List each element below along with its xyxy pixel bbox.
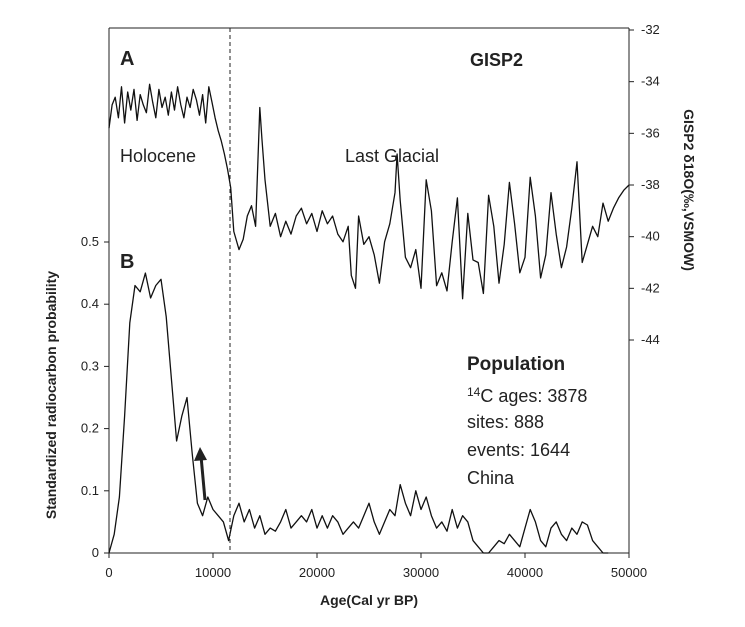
panel-a-label: A [120,48,134,70]
left-tick-label: 0.5 [81,234,99,249]
x-tick-label: 30000 [403,565,439,580]
gisp2-title: GISP2 [470,50,523,70]
left-y-axis-ticks: 0 0.1 0.2 0.3 0.4 0.5 [81,234,109,560]
gisp2-d18o-line [108,83,630,300]
x-axis-title: Age(Cal yr BP) [320,592,418,608]
series-lines [108,83,630,554]
x-tick-label: 50000 [611,565,647,580]
left-tick-label: 0 [92,545,99,560]
right-tick-label: -44 [641,332,660,347]
population-region: China [467,468,515,488]
population-c14-ages: 14C ages: 3878 [467,385,587,406]
left-tick-label: 0.4 [81,296,99,311]
left-y-axis-title: Standardized radiocarbon probability [43,271,59,519]
population-sites: sites: 888 [467,412,544,432]
right-tick-label: -32 [641,22,660,37]
x-axis-ticks: 0 10000 20000 30000 40000 50000 [105,553,647,580]
holocene-label: Holocene [120,146,196,166]
right-tick-label: -42 [641,280,660,295]
last-glacial-label: Last Glacial [345,146,439,166]
radiocarbon-probability-line [108,272,609,554]
population-heading: Population [467,354,565,375]
x-tick-label: 0 [105,565,112,580]
right-tick-label: -38 [641,177,660,192]
left-tick-label: 0.3 [81,358,99,373]
right-tick-label: -36 [641,125,660,140]
population-events: events: 1644 [467,440,570,460]
right-y-axis-ticks: -32 -34 -36 -38 -40 -42 -44 [629,22,660,347]
right-tick-label: -40 [641,229,660,244]
arrow-marker [194,447,207,501]
panel-b-label: B [120,251,134,273]
x-tick-label: 20000 [299,565,335,580]
x-tick-label: 10000 [195,565,231,580]
x-tick-label: 40000 [507,565,543,580]
left-tick-label: 0.1 [81,483,99,498]
left-tick-label: 0.2 [81,421,99,436]
right-tick-label: -34 [641,74,660,89]
right-y-axis-title: GISP2 δ18O(‰,VSMOW) [681,109,697,271]
